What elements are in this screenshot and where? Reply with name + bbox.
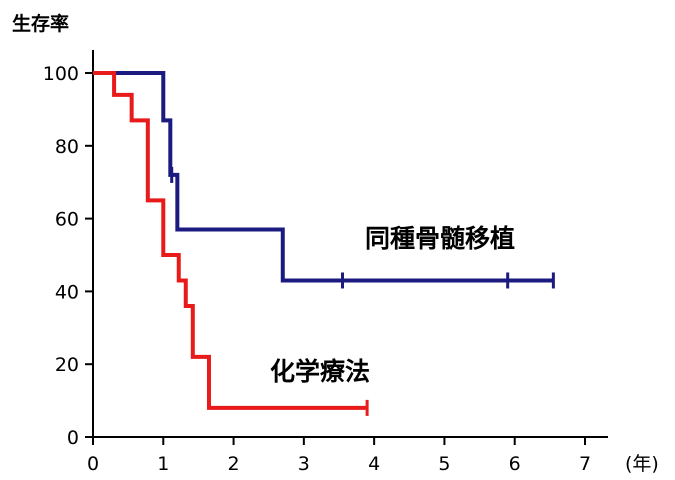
y-tick-label: 100: [43, 63, 79, 85]
y-axis-title: 生存率: [12, 12, 69, 35]
x-tick-label: 5: [438, 453, 450, 475]
series-label-transplant: 同種骨髄移植: [365, 224, 515, 253]
x-tick-label: 2: [228, 453, 240, 475]
y-tick-label: 40: [55, 281, 79, 303]
y-tick-label: 60: [55, 209, 79, 231]
y-tick-label: 20: [55, 354, 79, 376]
series-label-chemotherapy: 化学療法: [270, 357, 370, 386]
x-axis-unit: (年): [625, 453, 659, 475]
x-tick-label: 3: [298, 453, 310, 475]
series-line-chemotherapy: [93, 71, 368, 410]
y-tick-label: 0: [67, 427, 79, 449]
x-tick-label: 4: [368, 453, 380, 475]
x-tick-label: 0: [87, 453, 99, 475]
x-tick-label: 7: [579, 453, 591, 475]
x-tick-label: 1: [157, 453, 169, 475]
y-tick-label: 80: [55, 136, 79, 158]
x-tick-label: 6: [509, 453, 521, 475]
